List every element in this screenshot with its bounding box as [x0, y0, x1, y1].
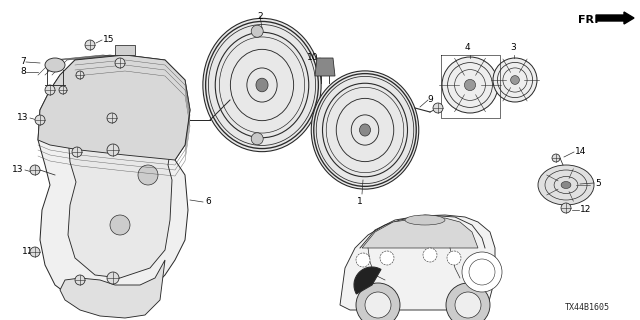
Ellipse shape [561, 181, 571, 188]
Ellipse shape [511, 76, 520, 84]
Text: 15: 15 [103, 36, 115, 44]
Text: 12: 12 [580, 205, 591, 214]
Circle shape [59, 86, 67, 94]
Circle shape [433, 103, 443, 113]
Circle shape [72, 147, 82, 157]
Circle shape [455, 292, 481, 318]
Text: 11: 11 [118, 103, 129, 113]
Circle shape [35, 115, 45, 125]
Circle shape [462, 252, 502, 292]
Polygon shape [38, 55, 190, 160]
Text: 7: 7 [20, 58, 26, 67]
Circle shape [85, 40, 95, 50]
Circle shape [356, 283, 400, 320]
Text: 1: 1 [357, 197, 363, 206]
Ellipse shape [45, 58, 65, 72]
Ellipse shape [493, 58, 537, 102]
Circle shape [75, 275, 85, 285]
FancyArrow shape [596, 12, 634, 24]
Polygon shape [315, 58, 335, 76]
Polygon shape [60, 260, 165, 318]
Ellipse shape [360, 124, 371, 136]
Circle shape [76, 71, 84, 79]
Circle shape [252, 25, 263, 37]
Circle shape [107, 272, 119, 284]
Circle shape [115, 58, 125, 68]
Text: 15: 15 [92, 76, 104, 84]
Text: 2: 2 [257, 12, 263, 21]
Circle shape [110, 215, 130, 235]
Circle shape [446, 283, 490, 320]
Ellipse shape [538, 165, 594, 205]
Circle shape [30, 247, 40, 257]
Text: 13: 13 [12, 165, 24, 174]
Ellipse shape [256, 78, 268, 92]
Text: TX44B1605: TX44B1605 [565, 303, 610, 312]
Ellipse shape [442, 57, 498, 113]
Text: 10: 10 [307, 53, 318, 62]
Text: 6: 6 [205, 197, 211, 206]
Circle shape [45, 85, 55, 95]
Circle shape [107, 144, 119, 156]
Circle shape [138, 165, 158, 185]
Text: 8: 8 [20, 68, 26, 76]
Text: 14: 14 [575, 148, 586, 156]
Polygon shape [38, 55, 190, 305]
Wedge shape [354, 267, 381, 294]
Text: 9: 9 [427, 95, 433, 105]
Circle shape [365, 292, 391, 318]
Circle shape [356, 253, 370, 267]
Polygon shape [115, 45, 135, 55]
Text: 5: 5 [595, 179, 601, 188]
Text: 13: 13 [17, 114, 29, 123]
Circle shape [423, 248, 437, 262]
Circle shape [107, 113, 117, 123]
Ellipse shape [311, 71, 419, 189]
Ellipse shape [405, 215, 445, 225]
Text: FR.: FR. [578, 15, 598, 25]
Circle shape [380, 251, 394, 265]
Text: 4: 4 [464, 43, 470, 52]
Polygon shape [362, 218, 478, 248]
Ellipse shape [203, 18, 321, 152]
Circle shape [30, 165, 40, 175]
Text: 11: 11 [22, 247, 33, 257]
Text: 3: 3 [510, 43, 516, 52]
Ellipse shape [465, 79, 476, 91]
Polygon shape [340, 215, 495, 310]
Circle shape [447, 251, 461, 265]
Polygon shape [68, 80, 172, 278]
Circle shape [252, 133, 263, 145]
Circle shape [552, 154, 560, 162]
Circle shape [561, 203, 571, 213]
